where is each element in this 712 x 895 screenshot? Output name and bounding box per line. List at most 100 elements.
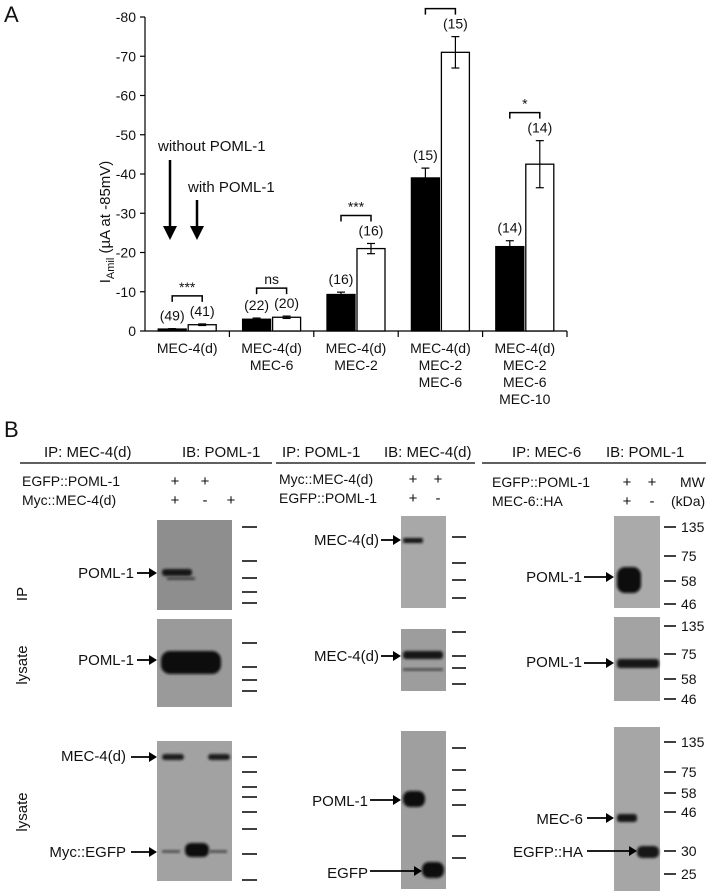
condition-sign: + — [409, 471, 418, 488]
band-label: POML-1 — [526, 569, 582, 586]
band-label: POML-1 — [526, 654, 582, 671]
band-label: MEC-6 — [536, 811, 583, 828]
middle-cond-1: Myc::MEC-4(d) — [279, 471, 373, 487]
band-arrowhead — [606, 813, 614, 823]
n-label: (15) — [413, 147, 438, 163]
y-axis-label: IAmil (µA at -85mV) — [97, 161, 117, 284]
band-arrowhead — [149, 752, 157, 762]
marker-label: 75 — [681, 548, 697, 564]
bar-chart: 0 -10 -20 -30 -40 -50 -60 -70 -80 (49) (41) *** MEC-… — [116, 0, 568, 407]
band-label: POML-1 — [78, 652, 134, 669]
row-label-ip: IP — [14, 587, 31, 601]
condition-sign: - — [203, 492, 208, 509]
band-arrowhead — [393, 535, 401, 545]
bar-with — [525, 163, 555, 332]
condition-sign: + — [623, 474, 632, 491]
right-ip-header: IP: MEC-6 — [512, 444, 581, 461]
condition-sign: + — [227, 492, 236, 509]
middle-cond-2: EGFP::POML-1 — [279, 490, 377, 506]
category-label: MEC-4(d) — [326, 340, 387, 356]
marker-label: 46 — [681, 804, 697, 820]
blot-middle-lysate1 — [401, 629, 446, 691]
y-tick-label: -10 — [116, 284, 136, 300]
panel-b-letter: B — [4, 417, 19, 442]
bar-without — [410, 177, 441, 332]
y-tick-label: -30 — [116, 205, 136, 221]
category-label: MEC-4(d) — [157, 340, 218, 356]
marker-label: 58 — [681, 671, 697, 687]
mw-header: MW — [680, 474, 706, 490]
sig-bracket — [340, 214, 372, 222]
left-ib-header: IB: POML-1 — [182, 444, 260, 461]
band-arrowhead — [393, 651, 401, 661]
category-label: MEC-6 — [419, 374, 463, 390]
band-label: EGFP — [327, 865, 368, 882]
category-label: MEC-4(d) — [410, 340, 471, 356]
category-label: MEC-2 — [334, 357, 378, 373]
blot-left-lysate1 — [157, 619, 232, 707]
n-label: (16) — [359, 222, 384, 238]
blot-left-ip — [157, 520, 232, 610]
marker-label: 135 — [681, 519, 705, 535]
category-label: MEC-4(d) — [241, 340, 302, 356]
band-arrowhead — [393, 795, 401, 805]
right-signs: + + + - — [623, 474, 657, 510]
band-arrowhead — [629, 846, 637, 856]
marker-label: 46 — [681, 691, 697, 707]
band-arrowhead — [606, 658, 614, 668]
marker-label: 58 — [681, 785, 697, 801]
annotation-with-poml1: with POML-1 — [187, 179, 275, 196]
sig-label: *** — [432, 0, 449, 8]
sig-bracket — [424, 7, 457, 15]
blot-middle-ip — [401, 516, 446, 608]
y-tick-label: -40 — [116, 166, 136, 182]
right-cond-1: EGFP::POML-1 — [492, 474, 590, 490]
band-label: POML-1 — [78, 565, 134, 582]
blot-right-lysate2 — [614, 727, 660, 891]
row-label-lysate-1: lysate — [14, 645, 31, 684]
marker-label: 75 — [681, 764, 697, 780]
left-cond-1: EGFP::POML-1 — [22, 473, 120, 489]
y-tick-label: -20 — [116, 245, 136, 261]
bar-with — [271, 316, 302, 332]
n-label: (22) — [244, 297, 269, 313]
middle-ib-header: IB: MEC-4(d) — [384, 444, 472, 461]
blot-right-ip — [614, 516, 660, 608]
band-arrowhead — [149, 847, 157, 857]
marker-label: 58 — [681, 573, 697, 589]
y-tick-label: -70 — [116, 48, 136, 64]
n-label: (16) — [329, 271, 354, 287]
category-label: MEC-6 — [250, 357, 294, 373]
y-tick-label: -80 — [116, 9, 136, 25]
right-cond-2: MEC-6::HA — [492, 493, 563, 509]
category-label: MEC-2 — [419, 357, 463, 373]
annotation-without-poml1: without POML-1 — [157, 138, 266, 155]
condition-sign: - — [650, 493, 655, 510]
band-arrowhead — [414, 866, 422, 876]
band-arrowhead — [606, 572, 614, 582]
y-tick-label: 0 — [128, 323, 136, 339]
n-label: (15) — [443, 16, 468, 32]
band-label: MEC-4(d) — [314, 532, 379, 549]
sig-bracket — [255, 287, 288, 295]
blot-right-lysate1 — [614, 617, 660, 701]
sig-label: *** — [348, 198, 365, 214]
middle-ip-header: IP: POML-1 — [282, 444, 360, 461]
band-arrowhead — [149, 655, 157, 665]
sig-bracket — [171, 295, 203, 302]
band-label: Myc::EGFP — [49, 844, 126, 861]
arrow-with — [190, 200, 204, 240]
condition-sign: + — [434, 471, 443, 488]
left-cond-2: Myc::MEC-4(d) — [22, 492, 116, 508]
n-label: (41) — [190, 303, 215, 319]
marker-label: 135 — [681, 734, 705, 750]
marker-label: 135 — [681, 618, 705, 634]
condition-sign: + — [623, 493, 632, 510]
category-label: MEC-10 — [499, 391, 551, 407]
category-label: MEC-6 — [503, 374, 547, 390]
bar-with — [440, 51, 471, 332]
blot-left-lysate2 — [157, 741, 232, 881]
middle-signs: + + + - — [409, 471, 443, 507]
